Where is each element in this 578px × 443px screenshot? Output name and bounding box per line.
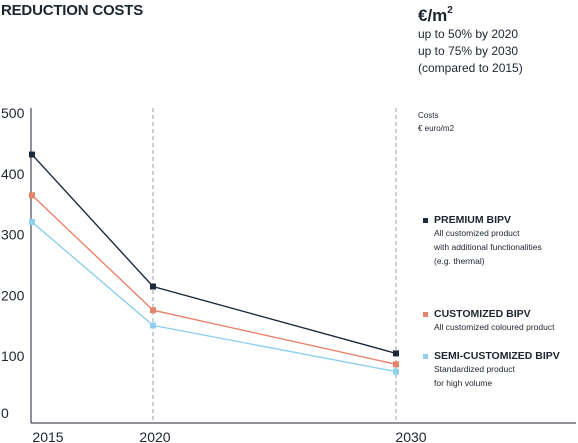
series-1-point-2030 (393, 361, 399, 368)
reduction-note-2: up to 75% by 2030 (418, 44, 519, 58)
series-1-point-2020 (150, 307, 156, 314)
y-tick-label-300: 300 (1, 227, 25, 243)
legend-premium: PREMIUM BIPV All customized product with… (423, 214, 542, 268)
legend-customized: CUSTOMIZED BIPV All customized coloured … (423, 308, 554, 334)
series-0-point-2020 (150, 283, 156, 290)
chart-title: REDUCTION COSTS (1, 2, 144, 19)
series-0-point-2015 (29, 151, 35, 158)
y-tick-label-200: 200 (1, 287, 25, 303)
series-0-point-2030 (393, 350, 399, 357)
legend-swatch-customized (423, 311, 428, 317)
series-2-point-2030 (393, 368, 399, 375)
costs-axis-label: Costs € euro/m2 (418, 111, 455, 133)
x-tick-label-2030: 2030 (395, 429, 426, 443)
legend-semi-customized: SEMI-CUSTOMIZED BIPV Standardized produc… (423, 350, 560, 390)
y-tick-label-0: 0 (1, 405, 9, 421)
reduction-note-3: (compared to 2015) (418, 61, 523, 75)
x-tick-label-2020: 2020 (139, 429, 170, 443)
unit-label: €/m2 (418, 5, 453, 25)
series-1-point-2015 (29, 192, 35, 199)
legend-swatch-semi-customized (423, 353, 428, 359)
y-tick-label-500: 500 (1, 105, 25, 121)
y-tick-label-400: 400 (1, 166, 25, 182)
y-tick-label-100: 100 (1, 348, 25, 364)
legend-swatch-premium (423, 217, 428, 223)
series-2-point-2015 (29, 219, 35, 226)
series-2-point-2020 (150, 322, 156, 329)
reduction-note-1: up to 50% by 2020 (418, 27, 519, 41)
x-tick-label-2015: 2015 (32, 429, 63, 443)
series-line-2 (31, 221, 397, 373)
